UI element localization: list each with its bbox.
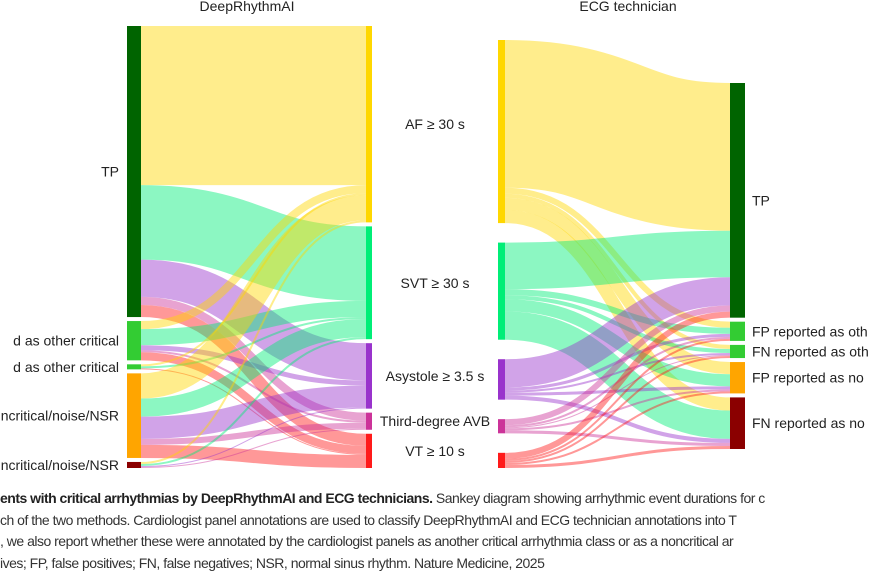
link-svt-fpo (504, 289, 731, 334)
node-fpo (730, 321, 745, 341)
node-label-af: AF ≥ 30 s (405, 116, 465, 132)
node-label-fnn: ncritical/noise/NSR (1, 457, 119, 473)
node-fpn (127, 373, 141, 458)
caption-text-2: ch of the two methods. Cardiologist pane… (0, 511, 737, 528)
link-avb-fnn (504, 430, 731, 446)
link-avb-tp (504, 305, 731, 426)
link-svt-fpn (504, 299, 731, 387)
node-asy (366, 343, 372, 409)
link-fnn-asy (140, 407, 367, 467)
link-fpn-af (140, 195, 367, 399)
node-label-fpo: FP reported as oth (752, 323, 868, 339)
link-vt-fno (504, 356, 731, 463)
link-fpo-avb (140, 350, 367, 423)
node-label-fnn: FN reported as no (752, 415, 865, 431)
node-svt (498, 242, 505, 340)
node-vt (366, 433, 372, 468)
link-fnn-svt (140, 337, 367, 466)
node-af (366, 26, 372, 223)
link-af-fpn (504, 197, 731, 375)
link-fpo-svt (140, 300, 367, 346)
node-fno (127, 364, 141, 370)
node-svt (366, 226, 372, 340)
node-label-tp: TP (752, 192, 770, 208)
node-vt (498, 452, 505, 468)
link-af-fpo (504, 187, 731, 328)
link-asy-fno (504, 352, 731, 393)
link-asy-fnn (504, 395, 731, 443)
node-avb (498, 419, 505, 434)
node-avb (366, 412, 372, 430)
node-label-fno: d as other critical (13, 359, 119, 375)
node-fnn (730, 397, 745, 449)
link-tp-vt (140, 304, 367, 446)
link-af-fnn (504, 209, 731, 411)
node-asy (498, 359, 505, 400)
link-asy-fpn (504, 386, 731, 396)
node-tp (127, 26, 141, 318)
link-fnn-avb (140, 428, 367, 468)
link-avb-fpn (504, 389, 731, 431)
link-avb-fpo (504, 336, 731, 428)
sankey-diagram: DeepRhythmAI ECG technician TP d as other… (1, 0, 869, 473)
node-fpo (127, 321, 141, 361)
node-tp (730, 83, 745, 318)
panel-title-ecg-technician: ECG technician (579, 0, 676, 14)
link-fno-vt (140, 368, 367, 455)
node-label-fpn: ncritical/noise/NSR (1, 408, 119, 424)
link-fpn-svt (140, 319, 367, 417)
node-fpn (730, 362, 745, 394)
node-label-asy: Asystole ≥ 3.5 s (386, 368, 485, 384)
caption-text-1: Sankey diagram showing arrhythmic event … (432, 490, 765, 506)
node-label-fpn: FP reported as no (752, 370, 864, 386)
link-vt-fpo (504, 338, 731, 461)
link-fpo-asy (140, 345, 367, 386)
link-vt-fnn (504, 445, 731, 469)
link-af-fno (504, 193, 731, 349)
node-label-tp: TP (101, 164, 119, 180)
link-fpn-asy (140, 385, 367, 439)
node-label-vt: VT ≥ 10 s (405, 443, 465, 459)
link-tp-asy (140, 259, 367, 381)
link-fpo-vt (140, 352, 367, 454)
link-svt-fnn (504, 311, 731, 439)
node-fno (730, 344, 745, 359)
node-af (498, 40, 505, 224)
link-svt-tp (504, 230, 731, 290)
figure-caption: ents with critical arrhythmias by DeepRh… (0, 488, 870, 574)
link-af-tp (503, 40, 732, 231)
panel-title-deeprhythmai: DeepRhythmAI (200, 0, 295, 14)
link-fno-svt (140, 317, 367, 369)
link-tp-svt (140, 185, 367, 301)
link-fpo-af (140, 185, 367, 330)
link-asy-tp (504, 277, 731, 388)
link-avb-fno (504, 355, 731, 429)
link-vt-tp (504, 311, 731, 459)
link-svt-fno (504, 295, 731, 353)
node-label-avb: Third-degree AVB (380, 413, 490, 429)
link-fno-af (140, 193, 367, 367)
link-fpn-vt (140, 444, 367, 469)
node-fnn (127, 461, 141, 468)
caption-text-4: ives; FP, false positives; FN, false neg… (0, 554, 545, 571)
link-fnn-af (140, 220, 367, 464)
node-label-fno: FN reported as oth (752, 343, 869, 359)
node-label-fpo: d as other critical (13, 333, 119, 349)
link-fpn-avb (140, 422, 367, 445)
caption-title: ents with critical arrhythmias by DeepRh… (0, 490, 433, 506)
node-label-svt: SVT ≥ 30 s (401, 275, 470, 291)
link-vt-fpn (504, 391, 731, 465)
caption-text-3: , we also report whether these were anno… (0, 533, 734, 549)
link-tp-avb (140, 296, 367, 421)
link-asy-fpo (504, 333, 731, 391)
